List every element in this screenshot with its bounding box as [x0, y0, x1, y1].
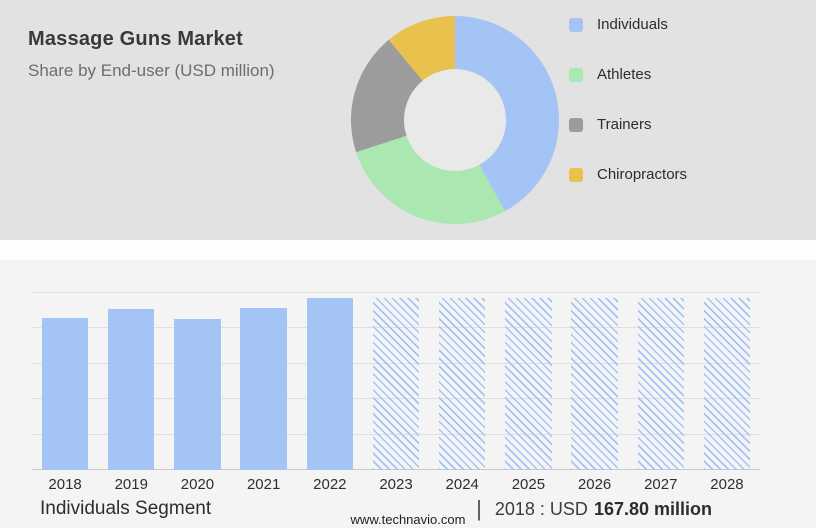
history-bar: [41, 317, 89, 470]
x-axis-labels: 2018 2019 2020 2021 2022 2023 2024 2025 2026 2027…: [32, 476, 760, 493]
x-axis-label: 2025: [511, 476, 546, 493]
x-axis-label: 2027: [644, 476, 678, 493]
bar-column: [628, 293, 694, 470]
bar-column: [562, 293, 628, 470]
forecast-bar: [372, 297, 420, 470]
website-text: www.technavio.com: [350, 512, 466, 527]
stat: | 2018 : USD 167.80 million: [476, 498, 712, 520]
x-axis-label: 2023: [379, 476, 413, 493]
history-bar: [108, 308, 155, 470]
gridline: [32, 292, 760, 293]
separator: |: [476, 496, 482, 521]
x-axis-label: 2028: [710, 476, 744, 493]
x-axis-label: 2019: [114, 476, 148, 493]
page-title: Massage Guns Market: [28, 28, 243, 50]
legend-label: Athletes: [597, 66, 652, 83]
forecast-bar: [505, 297, 552, 470]
stat-prefix: 2018 : USD: [494, 498, 588, 519]
bar-column: [98, 293, 164, 470]
legend: Individuals Athletes Trainers Chiropractors: [569, 16, 687, 183]
segment-label: Individuals Segment: [40, 498, 212, 519]
divider-strip: [0, 240, 816, 260]
forecast-bar: [439, 297, 486, 470]
bar-column: [164, 293, 230, 470]
legend-item: Athletes: [569, 66, 687, 83]
stat-value: 167.80 million: [593, 498, 712, 519]
x-axis-label: 2024: [445, 476, 479, 493]
legend-label: Chiropractors: [597, 166, 688, 183]
x-axis-label: 2021: [246, 476, 281, 493]
history-bar: [174, 318, 221, 470]
bar-column: [495, 293, 561, 470]
x-axis-label: 2026: [577, 476, 612, 493]
bars-row: [32, 293, 760, 470]
footer-row: Individuals Segment | 2018 : USD 167.80 …: [40, 498, 712, 520]
history-bar: [240, 307, 287, 470]
bar-column: [32, 293, 98, 470]
forecast-bar: [571, 297, 618, 470]
legend-item: Individuals: [569, 16, 687, 33]
x-axis-label: 2020: [180, 476, 215, 493]
legend-label: Individuals: [597, 16, 668, 33]
bar-column: [231, 293, 297, 470]
legend-swatch-icon: [569, 167, 583, 182]
donut-chart-wrap: [351, 16, 559, 224]
x-axis-label: 2018: [48, 476, 82, 493]
bar-column: [363, 293, 429, 470]
bar-column: [694, 293, 760, 470]
donut-hole: [404, 69, 506, 171]
bar-plot: [32, 292, 760, 470]
forecast-bar: [703, 297, 751, 470]
legend-swatch-icon: [569, 117, 583, 132]
x-axis-label: 2022: [313, 476, 347, 493]
legend-label: Trainers: [597, 116, 652, 133]
legend-item: Chiropractors: [569, 166, 687, 183]
titles: Massage Guns Market Share by End-user (U…: [28, 28, 275, 81]
bar-column: [429, 293, 495, 470]
legend-item: Trainers: [569, 116, 687, 133]
bar-chart-panel: 2018 2019 2020 2021 2022 2023 2024 2025 2026 2027…: [0, 260, 816, 528]
history-bar: [306, 297, 353, 470]
header-panel: Massage Guns Market Share by End-user (U…: [0, 0, 816, 240]
legend-swatch-icon: [569, 17, 583, 32]
page-subtitle: Share by End-user (USD million): [28, 61, 275, 80]
bar-column: [297, 293, 363, 470]
forecast-bar: [637, 297, 684, 470]
legend-swatch-icon: [569, 67, 583, 82]
